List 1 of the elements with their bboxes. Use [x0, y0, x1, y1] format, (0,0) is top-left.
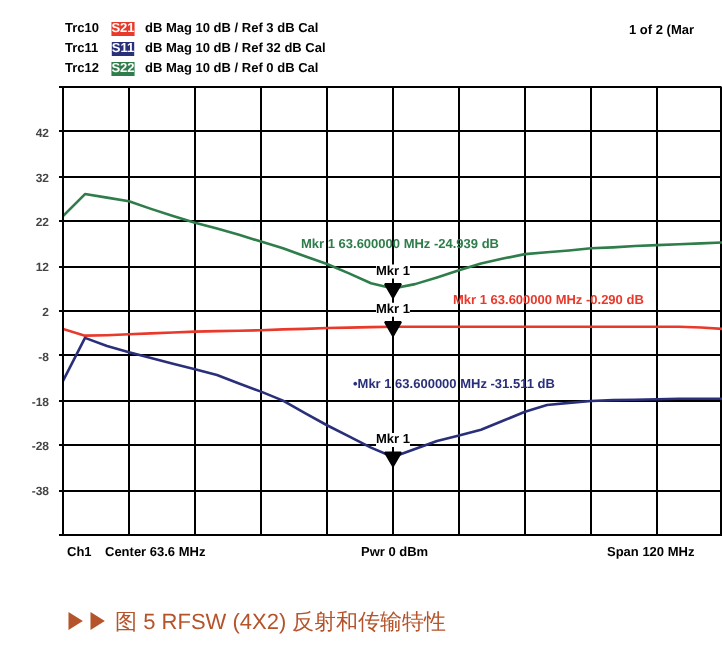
text: ▶▶ 图 5 RFSW (4X2) 反射和传输特性 — [65, 609, 447, 635]
